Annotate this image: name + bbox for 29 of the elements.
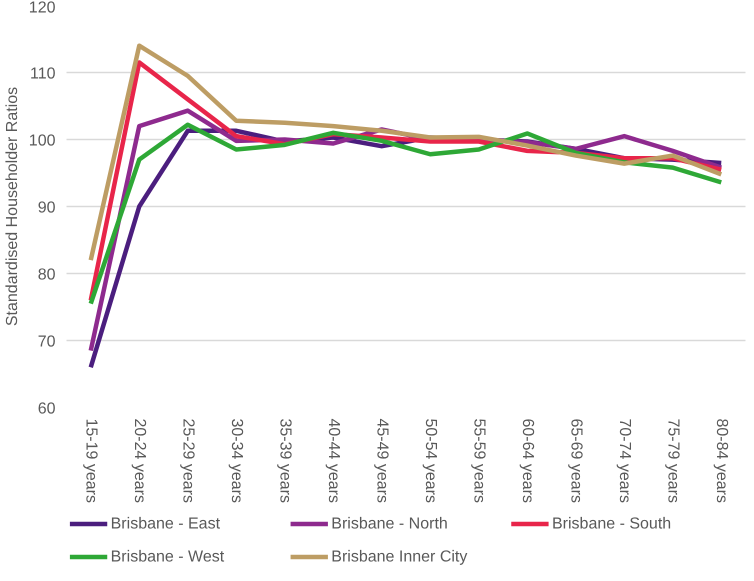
legend-label: Brisbane - South: [552, 515, 672, 532]
x-tick-label: 30-34 years: [228, 418, 245, 503]
legend-label: Brisbane - East: [110, 515, 221, 532]
x-tick-label: 60-64 years: [518, 418, 536, 503]
line-series: [88, 122, 724, 306]
x-tick-label: 75-79 years: [664, 418, 682, 503]
y-tick-label: 110: [30, 66, 56, 82]
y-tick-label: 60: [38, 400, 56, 418]
legend-label: Brisbane - West: [110, 548, 225, 566]
x-tick-label: 55-59 years: [470, 418, 488, 503]
y-tick-label: 100: [28, 132, 56, 150]
x-tick-label: 15-19 years: [82, 418, 100, 503]
x-tick-label: 45-49 years: [373, 418, 390, 503]
x-tick-label: 80-84 years: [712, 418, 730, 503]
x-tick-label: 35-39 years: [276, 418, 294, 503]
x-tick-label: 20-24 years: [130, 418, 148, 503]
y-tick-label: 90: [38, 200, 56, 216]
legend-label: Brisbane Inner City: [331, 548, 468, 566]
y-tick-label: 70: [38, 334, 56, 350]
y-tick-label: 80: [38, 266, 56, 284]
x-tick-label: 70-74 years: [616, 418, 633, 503]
x-tick-label: 50-54 years: [422, 418, 439, 503]
x-tick-label: 25-29 years: [179, 418, 196, 503]
x-tick-label: 65-69 years: [567, 418, 584, 503]
x-tick-label: 40-44 years: [324, 418, 342, 503]
y-axis-title: Standardised Householder Ratios: [4, 86, 21, 326]
line-series: [88, 43, 724, 262]
legend-label: Brisbane - North: [331, 515, 448, 532]
y-tick-label: 120: [28, 0, 56, 16]
